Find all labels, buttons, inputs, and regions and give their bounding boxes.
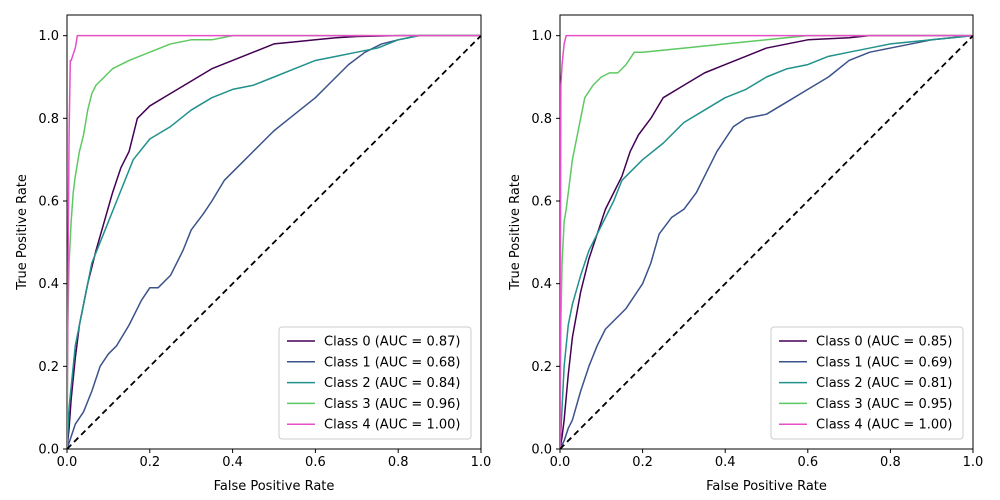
legend-label-class-1: Class 1 (AUC = 0.69) bbox=[816, 355, 952, 370]
x-axis-label: False Positive Rate bbox=[706, 479, 827, 494]
series-lines bbox=[560, 34, 973, 449]
legend-label-class-2: Class 2 (AUC = 0.81) bbox=[816, 376, 952, 391]
x-axis: 0.0 0.2 0.4 0.6 0.8 1.0 bbox=[550, 449, 984, 470]
legend-label-class-3: Class 3 (AUC = 0.96) bbox=[324, 397, 460, 412]
x-tick-label: 1.0 bbox=[471, 455, 492, 470]
roc-curve-class-1 bbox=[560, 34, 973, 449]
x-tick-label: 1.0 bbox=[963, 455, 984, 470]
roc-curve-class-0 bbox=[560, 34, 973, 449]
x-tick-label: 0.0 bbox=[550, 455, 571, 470]
y-tick-label: 0.6 bbox=[531, 195, 552, 210]
y-axis: 0.0 0.2 0.4 0.6 0.8 1.0 bbox=[38, 29, 67, 458]
series-lines bbox=[67, 34, 481, 449]
x-tick-label: 0.6 bbox=[797, 455, 818, 470]
legend-label-class-0: Class 0 (AUC = 0.87) bbox=[324, 335, 460, 350]
y-axis-label: True Positive Rate bbox=[15, 174, 30, 291]
y-tick-label: 1.0 bbox=[531, 29, 552, 44]
legend-label-class-4: Class 4 (AUC = 1.00) bbox=[816, 418, 952, 433]
roc-curve-class-2 bbox=[67, 34, 481, 449]
y-tick-label: 0.0 bbox=[531, 443, 552, 458]
chance-diagonal bbox=[560, 35, 973, 449]
roc-curve-class-4 bbox=[560, 34, 973, 449]
y-tick-label: 0.4 bbox=[531, 277, 552, 292]
legend: Class 0 (AUC = 0.85) Class 1 (AUC = 0.69)… bbox=[770, 326, 964, 440]
roc-curve-class-1 bbox=[67, 34, 481, 449]
legend-label-class-3: Class 3 (AUC = 0.95) bbox=[816, 397, 952, 412]
x-tick-label: 0.6 bbox=[305, 455, 326, 470]
roc-curve-class-3 bbox=[560, 34, 973, 449]
y-tick-label: 0.6 bbox=[38, 195, 59, 210]
legend-label-class-4: Class 4 (AUC = 1.00) bbox=[324, 418, 460, 433]
x-axis: 0.0 0.2 0.4 0.6 0.8 1.0 bbox=[57, 449, 492, 470]
y-tick-label: 0.4 bbox=[38, 277, 59, 292]
legend-label-class-1: Class 1 (AUC = 0.68) bbox=[324, 355, 460, 370]
roc-curve-class-4 bbox=[67, 34, 481, 449]
x-tick-label: 0.4 bbox=[715, 455, 736, 470]
y-tick-label: 0.8 bbox=[531, 112, 552, 127]
x-tick-label: 0.4 bbox=[222, 455, 243, 470]
x-tick-label: 0.8 bbox=[880, 455, 901, 470]
x-tick-label: 0.8 bbox=[388, 455, 409, 470]
roc-panel-left: 0.0 0.2 0.4 0.6 0.8 1.0 0.0 0.2 0.4 0.6 0.8 1.0 Fals… bbox=[15, 14, 492, 494]
legend: Class 0 (AUC = 0.87) Class 1 (AUC = 0.68)… bbox=[278, 326, 472, 440]
x-tick-label: 0.0 bbox=[57, 455, 78, 470]
y-axis: 0.0 0.2 0.4 0.6 0.8 1.0 bbox=[531, 29, 560, 458]
legend-label-class-0: Class 0 (AUC = 0.85) bbox=[816, 335, 952, 350]
y-tick-label: 0.2 bbox=[531, 360, 552, 375]
roc-curve-class-2 bbox=[560, 34, 973, 449]
y-axis-label: True Positive Rate bbox=[508, 174, 523, 291]
x-tick-label: 0.2 bbox=[632, 455, 653, 470]
legend-frame bbox=[278, 326, 472, 440]
x-axis-label: False Positive Rate bbox=[214, 479, 335, 494]
roc-panel-right: 0.0 0.2 0.4 0.6 0.8 1.0 0.0 0.2 0.4 0.6 0.8 1.0 Fals… bbox=[508, 14, 984, 494]
legend-frame bbox=[770, 326, 964, 440]
y-tick-label: 0.0 bbox=[38, 443, 59, 458]
y-tick-label: 1.0 bbox=[38, 29, 59, 44]
chance-diagonal bbox=[67, 35, 481, 449]
x-tick-label: 0.2 bbox=[139, 455, 160, 470]
y-tick-label: 0.8 bbox=[38, 112, 59, 127]
y-tick-label: 0.2 bbox=[38, 360, 59, 375]
legend-label-class-2: Class 2 (AUC = 0.84) bbox=[324, 376, 460, 391]
